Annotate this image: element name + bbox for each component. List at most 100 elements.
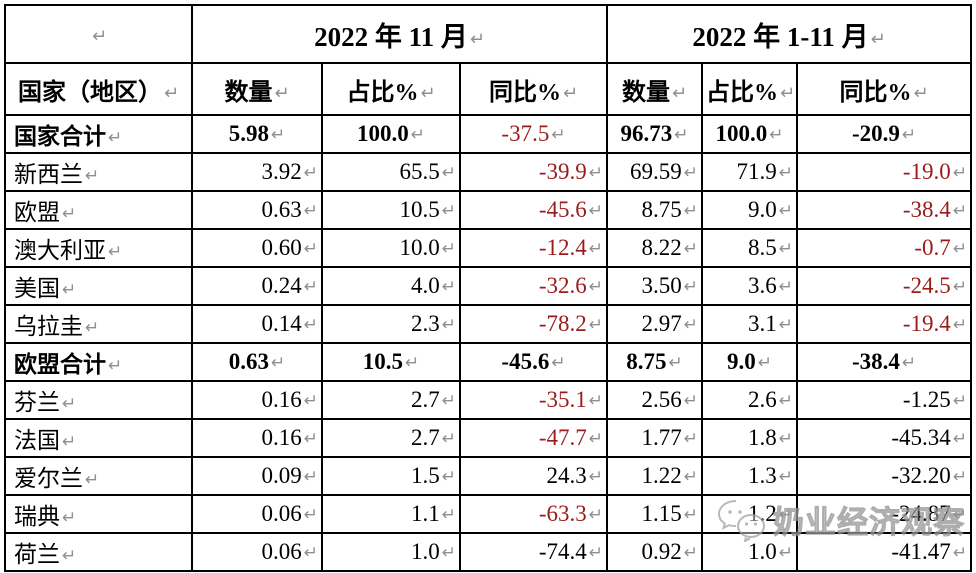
return-mark-icon: ↵ (683, 201, 699, 221)
table-cell: 1.0 ↵ (321, 532, 461, 572)
return-mark-icon: ↵ (303, 163, 318, 183)
return-mark-icon: ↵ (441, 315, 456, 335)
return-mark-icon: ↵ (588, 429, 604, 449)
country-label: 瑞典 (14, 504, 60, 529)
return-mark-icon: ↵ (952, 429, 968, 449)
return-mark-icon: ↵ (441, 429, 456, 449)
header-country: 国家（地区） ↵ (4, 62, 193, 116)
table-cell: -38.4 ↵ (796, 190, 973, 230)
return-mark-icon: ↵ (85, 318, 100, 338)
return-mark-icon: ↵ (410, 125, 425, 145)
import-table: ↵ 2022 年 11 月 ↵ 2022 年 1-11 月 ↵ 国家（地区） ↵ 数量… (4, 4, 973, 572)
country-cell: 荷兰 ↵ (4, 532, 193, 572)
return-mark-icon: ↵ (441, 239, 456, 259)
table-cell: -19.4 ↵ (796, 304, 973, 344)
return-mark-icon: ↵ (588, 163, 604, 183)
table-cell: -45.34 ↵ (796, 418, 973, 458)
table-cell: -20.9 ↵ (796, 114, 973, 154)
return-mark-icon: ↵ (163, 82, 180, 104)
country-cell: 乌拉圭 ↵ (4, 304, 193, 344)
header-yoy-ytd: 同比% ↵ (796, 62, 973, 116)
table-cell: 8.75 ↵ (606, 342, 704, 382)
table-cell: 2.3 ↵ (321, 304, 461, 344)
table-cell: 3.92 ↵ (191, 152, 323, 192)
table-cell: 1.2 ↵ (701, 494, 799, 534)
table-cell: 9.0 ↵ (701, 190, 799, 230)
return-mark-icon: ↵ (674, 125, 689, 145)
return-mark-icon: ↵ (870, 28, 886, 50)
table-cell: 2.7 ↵ (321, 380, 461, 420)
table-cell: 10.0 ↵ (321, 228, 461, 268)
return-mark-icon: ↵ (108, 242, 123, 262)
return-mark-icon: ↵ (588, 239, 604, 259)
country-label: 爱尔兰 (14, 466, 83, 491)
return-mark-icon: ↵ (683, 467, 699, 487)
return-mark-icon: ↵ (757, 353, 773, 373)
return-mark-icon: ↵ (683, 277, 699, 297)
table-row: 爱尔兰 ↵ 0.09 ↵ 1.5 ↵ 24.3 ↵ 1.22 ↵ 1.3 ↵ -32.20 ↵ (4, 456, 973, 496)
table-cell: 2.6 ↵ (701, 380, 799, 420)
table-row-total: 国家合计 ↵ 5.98 ↵ 100.0 ↵ -37.5 ↵ 96.73 ↵ 100.0 ↵ … (4, 114, 973, 154)
country-cell: 国家合计 ↵ (4, 114, 193, 154)
return-mark-icon: ↵ (441, 391, 456, 411)
table-cell: 24.3 ↵ (458, 456, 609, 496)
table-cell: 1.22 ↵ (606, 456, 704, 496)
return-mark-icon: ↵ (551, 125, 566, 145)
table-row: 瑞典 ↵ 0.06 ↵ 1.1 ↵ -63.3 ↵ 1.15 ↵ 1.2 ↵ -24.87 ↵ (4, 494, 973, 534)
return-mark-icon: ↵ (271, 353, 286, 373)
return-mark-icon: ↵ (952, 239, 968, 259)
table-cell: -19.0 ↵ (796, 152, 973, 192)
return-mark-icon: ↵ (441, 505, 456, 525)
table-cell: 3.50 ↵ (606, 266, 704, 306)
table-cell: -32.20 ↵ (796, 456, 973, 496)
return-mark-icon: ↵ (778, 467, 794, 487)
table-row: 美国 ↵ 0.24 ↵ 4.0 ↵ -32.6 ↵ 3.50 ↵ 3.6 ↵ -24.5 ↵ (4, 266, 973, 306)
return-mark-icon: ↵ (952, 391, 968, 411)
table-cell: 1.8 ↵ (701, 418, 799, 458)
table-cell: -45.6 ↵ (458, 342, 609, 382)
table-cell: -32.6 ↵ (458, 266, 609, 306)
table-cell: 96.73 ↵ (606, 114, 704, 154)
table-cell: -74.4 ↵ (458, 532, 609, 572)
return-mark-icon: ↵ (303, 239, 318, 259)
return-mark-icon: ↵ (683, 391, 699, 411)
country-label: 乌拉圭 (14, 314, 83, 339)
return-mark-icon: ↵ (780, 82, 796, 104)
return-mark-icon: ↵ (588, 201, 604, 221)
table-cell: 100.0 ↵ (701, 114, 799, 154)
return-mark-icon: ↵ (778, 201, 794, 221)
table-cell: 0.16 ↵ (191, 418, 323, 458)
table-cell: 2.97 ↵ (606, 304, 704, 344)
return-mark-icon: ↵ (303, 505, 318, 525)
return-mark-icon: ↵ (62, 432, 77, 452)
header-qty-nov: 数量 ↵ (191, 62, 323, 116)
table-cell: 2.56 ↵ (606, 380, 704, 420)
country-label: 澳大利亚 (14, 238, 106, 263)
table-cell: 0.14 ↵ (191, 304, 323, 344)
table-cell: 0.09 ↵ (191, 456, 323, 496)
header-yoy-nov: 同比% ↵ (458, 62, 609, 116)
country-cell: 芬兰 ↵ (4, 380, 193, 420)
return-mark-icon: ↵ (303, 315, 318, 335)
country-cell: 欧盟 ↵ (4, 190, 193, 230)
header-columns-row: 国家（地区） ↵ 数量 ↵ 占比% ↵ 同比% ↵ 数量 ↵ 占比% ↵ 同比% ↵ (4, 62, 973, 116)
table-cell: 1.0 ↵ (701, 532, 799, 572)
return-mark-icon: ↵ (671, 82, 688, 104)
corner-cell: ↵ (4, 4, 193, 64)
return-mark-icon: ↵ (588, 467, 604, 487)
country-label: 荷兰 (14, 542, 60, 567)
return-mark-icon: ↵ (303, 467, 318, 487)
country-cell: 新西兰 ↵ (4, 152, 193, 192)
return-mark-icon: ↵ (778, 163, 794, 183)
return-mark-icon: ↵ (469, 28, 485, 50)
country-label: 芬兰 (14, 390, 60, 415)
return-mark-icon: ↵ (85, 166, 100, 186)
return-mark-icon: ↵ (683, 505, 699, 525)
table-row: 澳大利亚 ↵ 0.60 ↵ 10.0 ↵ -12.4 ↵ 8.22 ↵ 8.5 ↵ -0.7… (4, 228, 973, 268)
table-cell: 1.5 ↵ (321, 456, 461, 496)
country-label: 法国 (14, 428, 60, 453)
return-mark-icon: ↵ (683, 163, 699, 183)
return-mark-icon: ↵ (303, 543, 318, 563)
return-mark-icon: ↵ (62, 280, 77, 300)
